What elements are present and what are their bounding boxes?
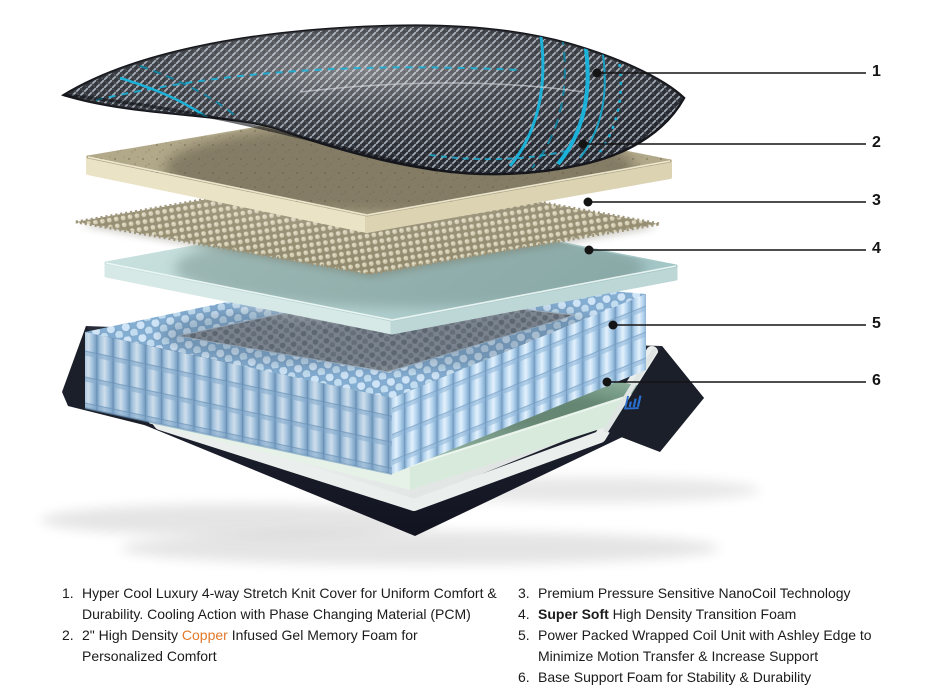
callout-number-3: 3: [872, 192, 881, 209]
legend-item-text: Premium Pressure Sensitive NanoCoil Tech…: [538, 583, 890, 604]
legend-item-number: 5.: [518, 627, 530, 643]
legend-item-left-0: 1. Hyper Cool Luxury 4-way Stretch Knit C…: [62, 583, 514, 625]
callout-number-6: 6: [872, 372, 881, 389]
legend-item-number: 1.: [62, 585, 74, 601]
legend-item-text: Hyper Cool Luxury 4-way Stretch Knit Cov…: [82, 583, 514, 625]
cyan-plaid-stripes: [95, 29, 623, 169]
legend-text-segment: Base Support Foam for Stability & Durabi…: [538, 669, 812, 685]
legend-text-segment: Super Soft: [538, 606, 609, 622]
legend-item-text: Power Packed Wrapped Coil Unit with Ashl…: [538, 625, 890, 667]
legend-item-number: 2.: [62, 627, 74, 643]
callout-line-6: [602, 377, 866, 387]
legend-text-segment: Copper: [181, 627, 228, 643]
callout-line-2: [578, 139, 866, 149]
legend-text-segment: Power Packed Wrapped Coil Unit with Ashl…: [538, 627, 872, 643]
callout-lines: [578, 68, 866, 387]
callout-line-5: [608, 320, 866, 330]
legend-item-number: 4.: [518, 606, 530, 622]
callout-line-1: [592, 68, 866, 78]
legend-text-segment: Premium Pressure Sensitive NanoCoil Tech…: [538, 585, 851, 601]
legend-item-number: 3.: [518, 585, 530, 601]
callout-number-2: 2: [872, 134, 881, 151]
brand-logo-icon: [624, 395, 642, 410]
legend-column-left: 1. Hyper Cool Luxury 4-way Stretch Knit C…: [62, 583, 514, 667]
legend-text-segment: Personalized Comfort: [82, 648, 217, 664]
floor-shadow: [40, 477, 760, 565]
legend-item-left-1: 2. 2" High Density Copper Infused Gel Mem…: [62, 625, 514, 667]
legend-text-segment: Minimize Motion Transfer & Increase Supp…: [538, 648, 819, 664]
legend-item-right-1: 4. Super Soft High Density Transition Foa…: [518, 604, 890, 625]
legend-text-segment: Durability. Cooling Action with Phase Ch…: [82, 606, 471, 622]
legend-text-segment: 2" High Density: [82, 627, 182, 643]
callout-number-4: 4: [872, 240, 881, 257]
legend-item-text: 2" High Density Copper Infused Gel Memor…: [82, 625, 514, 667]
legend-item-number: 6.: [518, 669, 530, 685]
callout-line-3: [583, 197, 866, 207]
legend-text-segment: Hyper Cool Luxury 4-way Stretch Knit Cov…: [82, 585, 497, 601]
legend-column-right: 3. Premium Pressure Sensitive NanoCoil Te…: [518, 583, 890, 688]
legend-item-text: Super Soft High Density Transition Foam: [538, 604, 890, 625]
legend-item-right-3: 6. Base Support Foam for Stability & Dura…: [518, 667, 890, 688]
legend-item-right-0: 3. Premium Pressure Sensitive NanoCoil Te…: [518, 583, 890, 604]
legend-item-text: Base Support Foam for Stability & Durabi…: [538, 667, 890, 688]
legend-text-segment: Infused Gel Memory Foam for: [227, 627, 418, 643]
legend-text-segment: High Density Transition Foam: [608, 606, 797, 622]
callout-number-5: 5: [872, 315, 881, 332]
callout-number-1: 1: [872, 63, 881, 80]
legend-item-right-2: 5. Power Packed Wrapped Coil Unit with As…: [518, 625, 890, 667]
callout-line-4: [584, 245, 866, 255]
stretch-knit-cover-layer: [60, 24, 686, 176]
